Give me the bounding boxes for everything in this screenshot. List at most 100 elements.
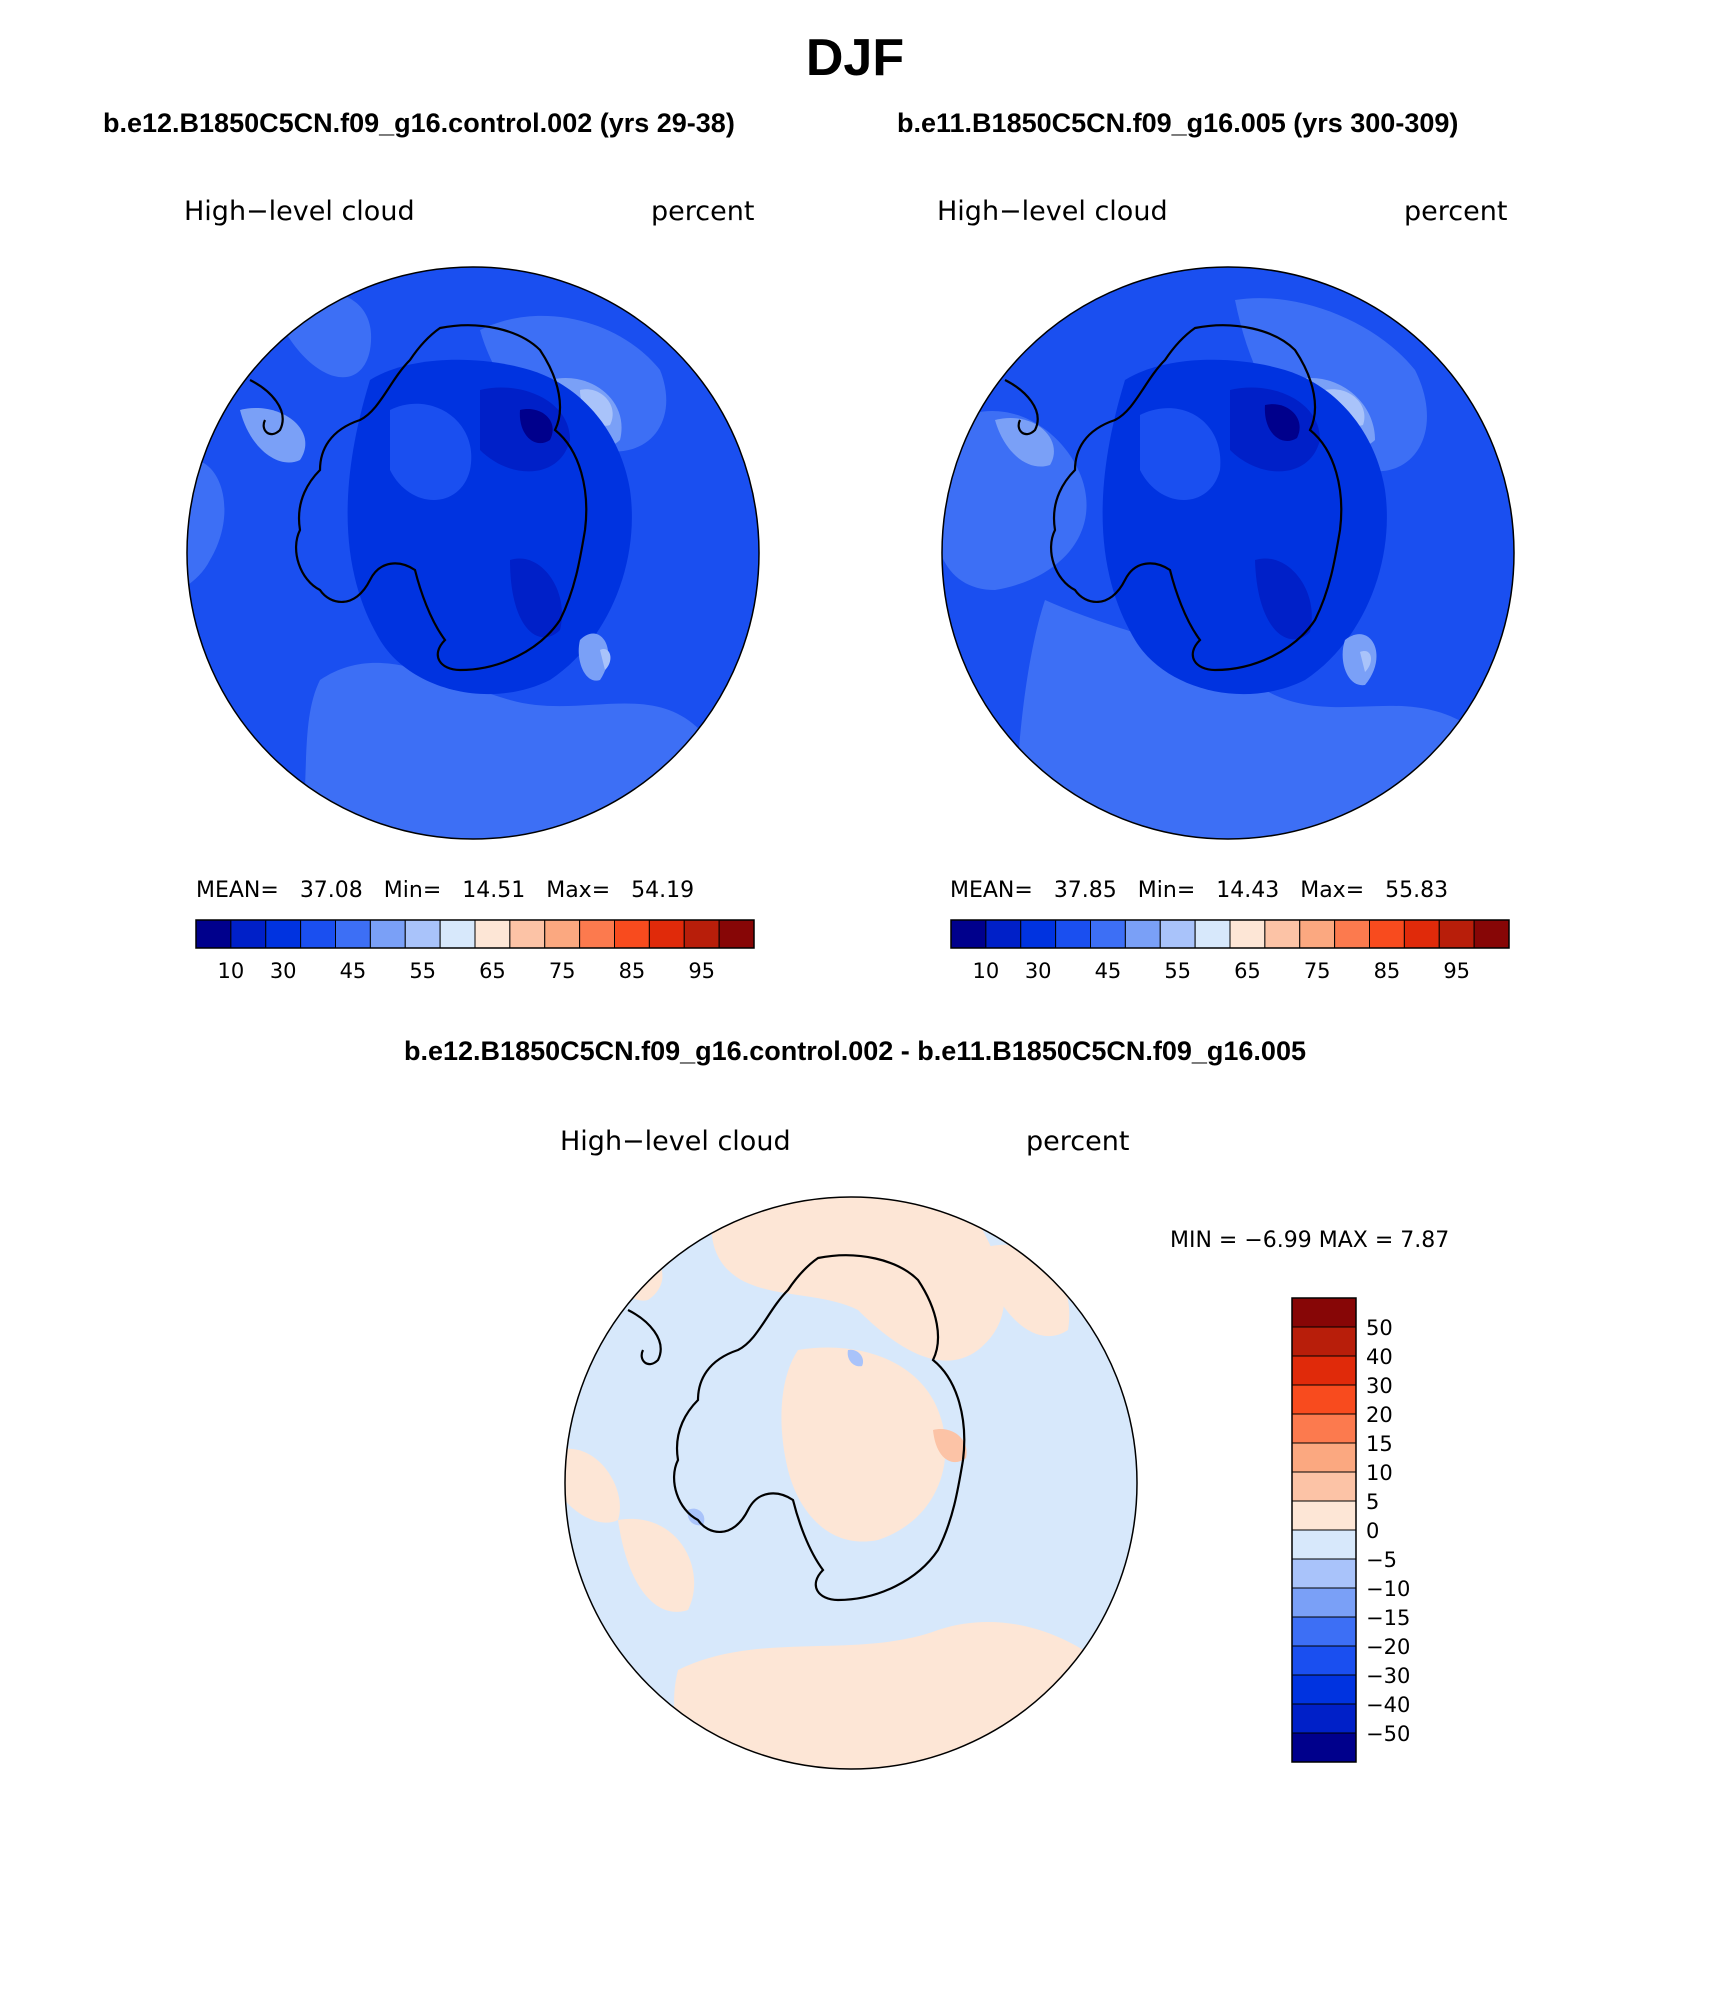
right-colorbar-box: [1090, 919, 1126, 949]
left-colorbar-tick-label: 95: [688, 959, 715, 983]
left-colorbar: 10 30 45 55 65 75 85 95: [195, 919, 755, 983]
diff-colorbar-tick-label: −10: [1366, 1577, 1410, 1601]
diff-colorbar-tick-label: 50: [1366, 1316, 1393, 1340]
diff-colorbar-box: [1291, 1384, 1357, 1415]
right-max-label: Max=: [1300, 878, 1365, 903]
left-colorbar-box: [474, 919, 511, 949]
left-colorbar-tick-label: 75: [549, 959, 576, 983]
left-colorbar-box: [509, 919, 546, 949]
right-colorbar-box: [1020, 919, 1057, 949]
right-colorbar-tick-label: 30: [1025, 959, 1052, 983]
diff-colorbar-tick-label: −15: [1366, 1606, 1410, 1630]
right-colorbar-box: [1438, 919, 1475, 949]
left-colorbar-box: [335, 919, 371, 949]
left-colorbar-tick-label: 65: [479, 959, 506, 983]
left-colorbar-box: [369, 919, 406, 949]
right-case-title: b.e11.B1850C5CN.f09_g16.005 (yrs 300-309…: [897, 108, 1459, 138]
right-colorbar-box: [1229, 919, 1266, 949]
right-colorbar-box: [1299, 919, 1336, 949]
diff-colorbar-tick-label: −5: [1366, 1548, 1397, 1572]
right-stats: MEAN= 37.85 Min= 14.43 Max= 55.83: [950, 878, 1448, 903]
left-colorbar-box: [404, 919, 441, 949]
figure-title: DJF: [805, 29, 905, 87]
diff-colorbar-tick-label: 40: [1366, 1345, 1393, 1369]
right-colorbar-tick-label: 65: [1234, 959, 1261, 983]
right-mean-label: MEAN=: [950, 878, 1033, 903]
right-colorbar-box: [1264, 919, 1301, 949]
left-variable-label: High−level cloud: [184, 196, 415, 227]
diff-colorbar-box: [1291, 1355, 1357, 1386]
left-colorbar-box: [579, 919, 615, 949]
diff-colorbar-tick-label: −50: [1366, 1722, 1410, 1746]
diff-colorbar-tick-label: 30: [1366, 1374, 1393, 1398]
diff-units-label: percent: [1026, 1126, 1130, 1157]
left-mean-value: 37.08: [299, 878, 363, 903]
left-colorbar-tick-label: 85: [619, 959, 646, 983]
diff-colorbar-box: [1291, 1616, 1357, 1647]
diff-colorbar-box: [1291, 1413, 1357, 1444]
diff-colorbar-box: [1291, 1703, 1357, 1734]
right-colorbar: 10 30 45 55 65 75 85 95: [950, 919, 1510, 983]
right-colorbar-tick-label: 10: [973, 959, 1000, 983]
right-colorbar-box: [985, 919, 1022, 949]
diff-colorbar-tick-label: −40: [1366, 1693, 1410, 1717]
right-colorbar-tick-label: 45: [1095, 959, 1122, 983]
diff-colorbar-box: [1291, 1529, 1357, 1560]
diff-colorbar-tick-label: −30: [1366, 1664, 1410, 1688]
left-colorbar-box: [718, 919, 755, 949]
right-colorbar-box: [1124, 919, 1161, 949]
diff-colorbar-box: [1291, 1297, 1357, 1328]
diff-colorbar-box: [1291, 1558, 1357, 1589]
diff-colorbar-box: [1291, 1442, 1357, 1473]
diff-colorbar-tick-label: −20: [1366, 1635, 1410, 1659]
right-colorbar-box: [1473, 919, 1510, 949]
left-max-value: 54.19: [631, 878, 695, 903]
diff-colorbar-tick-label: 20: [1366, 1403, 1393, 1427]
left-max-label: Max=: [546, 878, 611, 903]
left-colorbar-box: [230, 919, 267, 949]
right-min-value: 14.43: [1216, 878, 1280, 903]
right-variable-label: High−level cloud: [937, 196, 1168, 227]
right-min-label: Min=: [1137, 878, 1196, 903]
right-colorbar-tick-label: 95: [1443, 959, 1470, 983]
left-colorbar-tick-label: 55: [409, 959, 436, 983]
diff-colorbar-outline: [1291, 1297, 1357, 1763]
diff-case-title: b.e12.B1850C5CN.f09_g16.control.002 - b.…: [404, 1036, 1306, 1066]
diff-colorbar-tick-label: 0: [1366, 1519, 1379, 1543]
right-colorbar-box: [950, 919, 987, 949]
diff-stats: MIN = −6.99 MAX = 7.87: [1170, 1228, 1450, 1253]
diff-colorbar-box: [1291, 1471, 1357, 1502]
left-colorbar-tick-label: 10: [218, 959, 245, 983]
diff-polar-map: [564, 1196, 1138, 1770]
left-polar-map: [186, 266, 760, 840]
left-stats: MEAN= 37.08 Min= 14.51 Max= 54.19: [196, 878, 694, 903]
right-colorbar-box: [1403, 919, 1440, 949]
left-colorbar-box: [265, 919, 302, 949]
left-mean-label: MEAN=: [196, 878, 279, 903]
right-colorbar-tick-label: 55: [1164, 959, 1191, 983]
diff-colorbar-box: [1291, 1674, 1357, 1705]
left-colorbar-box: [439, 919, 476, 949]
right-polar-map: [941, 266, 1515, 840]
diff-colorbar-tick-label: 15: [1366, 1432, 1393, 1456]
diff-colorbar-box: [1291, 1645, 1357, 1676]
diff-colorbar-tick-label: 5: [1366, 1490, 1379, 1514]
right-colorbar-outline: [950, 919, 1510, 949]
left-colorbar-tick-label: 45: [340, 959, 367, 983]
left-colorbar-box: [648, 919, 685, 949]
left-colorbar-box: [544, 919, 581, 949]
left-colorbar-tick-label: 30: [270, 959, 297, 983]
right-colorbar-box: [1194, 919, 1231, 949]
left-min-label: Min=: [383, 878, 442, 903]
diff-colorbar-box: [1291, 1326, 1357, 1357]
right-colorbar-tick-label: 85: [1374, 959, 1401, 983]
right-max-value: 55.83: [1385, 878, 1449, 903]
left-min-value: 14.51: [462, 878, 526, 903]
right-colorbar-box: [1159, 919, 1196, 949]
diff-colorbar-box: [1291, 1587, 1357, 1618]
left-colorbar-box: [614, 919, 650, 949]
right-colorbar-box: [1334, 919, 1370, 949]
left-colorbar-box: [300, 919, 336, 949]
left-colorbar-outline: [195, 919, 755, 949]
